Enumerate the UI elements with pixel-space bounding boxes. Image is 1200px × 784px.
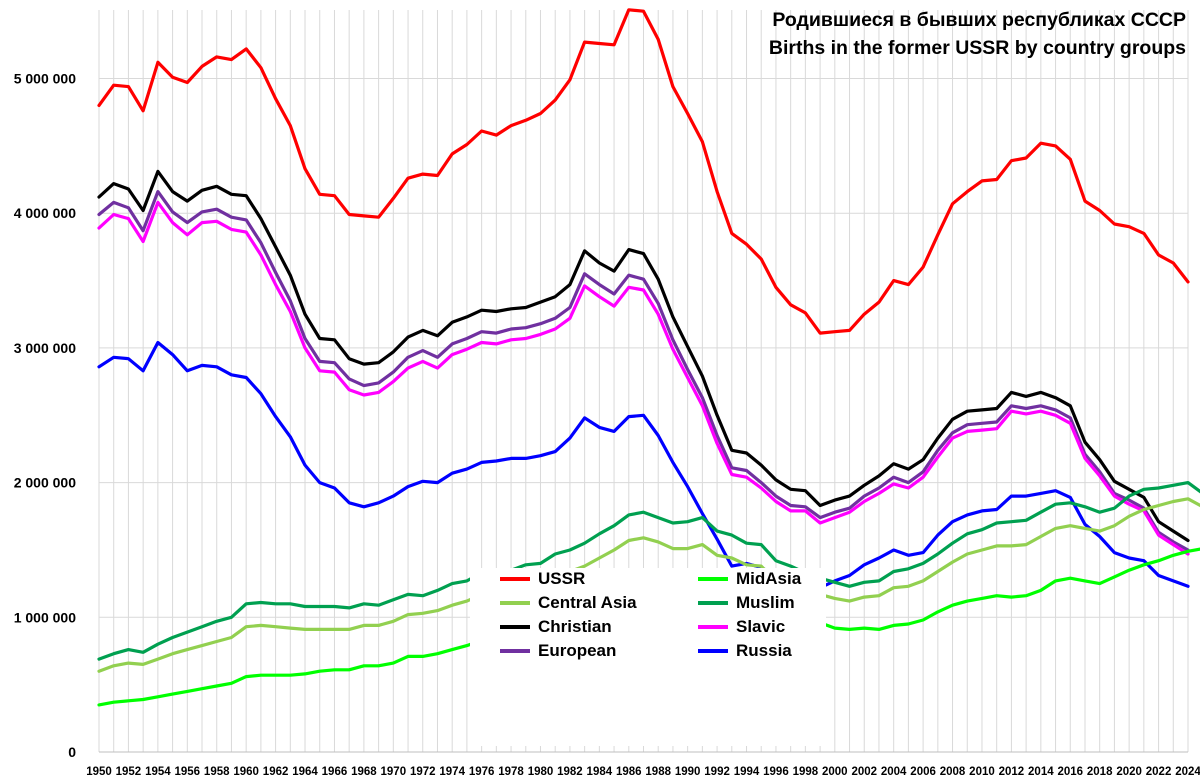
legend-swatch: [500, 625, 530, 629]
x-tick-label: 1956: [175, 766, 201, 778]
x-tick-label: 2000: [822, 766, 848, 778]
series-line-ussr: [97, 8, 1190, 335]
legend-item-ussr: USSR: [500, 568, 585, 590]
legend-label: USSR: [538, 569, 586, 588]
x-tick-label: 1984: [587, 766, 613, 778]
x-tick-label: 1970: [381, 766, 407, 778]
legend-item-christian: Christian: [500, 616, 612, 638]
legend: USSR Christian European Slavic Russia Muslim C…: [470, 568, 826, 746]
legend-item-midasia: MidAsia: [698, 568, 801, 590]
legend-item-slavic: Slavic: [698, 616, 785, 638]
legend-swatch: [500, 601, 530, 605]
x-tick-label: 1974: [439, 766, 465, 778]
legend-item-european: European: [500, 640, 616, 662]
legend-swatch: [698, 625, 728, 629]
series-line-european: [97, 190, 1190, 552]
x-tick-label: 1992: [704, 766, 730, 778]
x-tick-label: 1978: [498, 766, 524, 778]
y-tick-label: 5 000 000: [14, 71, 76, 87]
legend-swatch: [698, 601, 728, 605]
x-tick-label: 2010: [969, 766, 995, 778]
legend-swatch: [500, 577, 530, 581]
legend-label: European: [538, 641, 617, 660]
legend-swatch: [500, 649, 530, 653]
x-tick-label: 2004: [881, 766, 907, 778]
x-tick-label: 1988: [645, 766, 671, 778]
x-tick-label: 1996: [763, 766, 789, 778]
x-tick-label: 1958: [204, 766, 230, 778]
legend-label: MidAsia: [736, 569, 802, 588]
series-line-russia: [97, 340, 1190, 590]
x-tick-label: 2020: [1116, 766, 1142, 778]
x-tick-label: 2024: [1175, 766, 1200, 778]
x-tick-label: 2002: [851, 766, 877, 778]
legend-label: Central Asia: [538, 593, 637, 612]
x-tick-label: 1972: [410, 766, 436, 778]
series-line-christian: [97, 169, 1190, 543]
x-tick-label: 1990: [675, 766, 701, 778]
x-tick-label: 2008: [940, 766, 966, 778]
x-tick-label: 1950: [86, 766, 112, 778]
y-tick-label: 0: [68, 744, 76, 760]
x-tick-label: 1966: [322, 766, 348, 778]
y-tick-label: 3 000 000: [14, 340, 76, 356]
x-tick-label: 1954: [145, 766, 171, 778]
x-tick-label: 1998: [793, 766, 819, 778]
x-tick-label: 1982: [557, 766, 583, 778]
x-tick-label: 1962: [263, 766, 289, 778]
series-line-slavic: [97, 200, 1190, 556]
legend-swatch: [698, 649, 728, 653]
x-tick-label: 2012: [999, 766, 1025, 778]
x-tick-label: 1964: [292, 766, 318, 778]
legend-label: Christian: [538, 617, 612, 636]
x-tick-label: 2006: [910, 766, 936, 778]
y-tick-label: 4 000 000: [14, 205, 76, 221]
x-tick-label: 2016: [1057, 766, 1083, 778]
chart-subtitle: Births in the former USSR by country gro…: [768, 37, 1186, 59]
legend-item-central-asia: Central Asia: [500, 592, 637, 614]
y-tick-label: 1 000 000: [14, 609, 76, 625]
axis-layer: 0 1 000 000 2 000 000 3 000 000 4 000 000 5 0…: [14, 71, 1200, 779]
x-tick-label: 1976: [469, 766, 495, 778]
legend-label: Russia: [736, 641, 792, 660]
legend-item-russia: Russia: [698, 640, 792, 662]
x-tick-label: 1960: [233, 766, 259, 778]
y-tick-label: 2 000 000: [14, 475, 76, 491]
legend-swatch: [698, 577, 728, 581]
legend-label: Slavic: [736, 617, 786, 636]
x-tick-label: 2022: [1146, 766, 1172, 778]
x-tick-label: 1980: [528, 766, 554, 778]
x-tick-label: 1986: [616, 766, 642, 778]
series-line-muslim: [97, 481, 1200, 661]
x-tick-label: 1994: [734, 766, 760, 778]
legend-label: Muslim: [736, 593, 795, 612]
x-tick-label: 2018: [1087, 766, 1113, 778]
x-tick-label: 1952: [116, 766, 142, 778]
chart-title-block: Родившиеся в бывших республиках СССР Bir…: [769, 6, 1186, 62]
x-tick-label: 1968: [351, 766, 377, 778]
x-tick-label: 2014: [1028, 766, 1054, 778]
chart-title: Родившиеся в бывших республиках СССР: [772, 9, 1186, 31]
series-line-central-asia: [97, 497, 1200, 673]
legend-item-muslim: Muslim: [698, 592, 795, 614]
